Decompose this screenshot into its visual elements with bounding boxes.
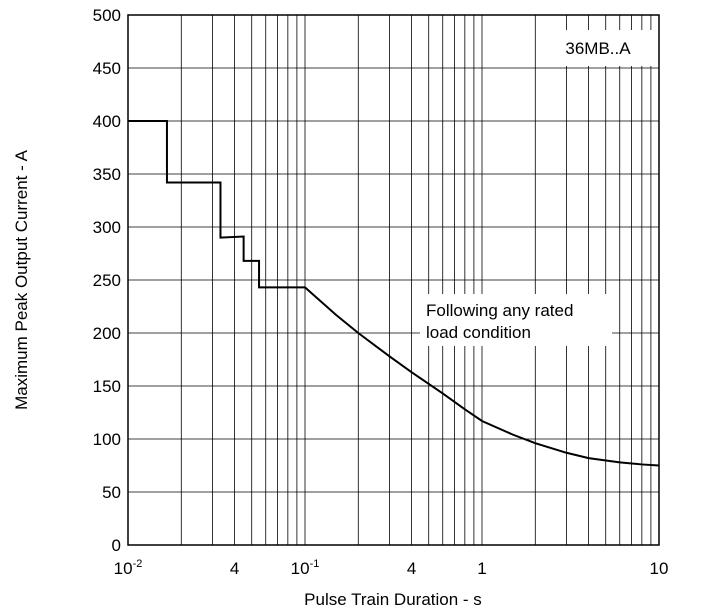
y-tick-label: 50 <box>102 483 121 502</box>
y-tick-label: 100 <box>93 430 121 449</box>
y-tick-label: 450 <box>93 59 121 78</box>
y-tick-label: 0 <box>112 536 121 555</box>
x-tick-label: 4 <box>230 559 239 578</box>
y-tick-label: 400 <box>93 112 121 131</box>
y-tick-labels: 0 50 100 150 200 250 300 350 400 450 500 <box>93 6 121 555</box>
y-tick-label: 200 <box>93 324 121 343</box>
series-line <box>128 120 660 467</box>
condition-note-line-2: load condition <box>426 323 531 342</box>
y-tick-label: 500 <box>93 6 121 25</box>
y-tick-label: 150 <box>93 377 121 396</box>
y-tick-label: 350 <box>93 165 121 184</box>
plot-frame <box>127 14 660 546</box>
x-tick-label: 1 <box>477 559 486 578</box>
x-tick-label: 10-2 <box>114 558 143 578</box>
x-tick-label: 10-1 <box>291 558 320 578</box>
x-tick-labels: 10-2 4 10-1 4 1 10 <box>114 558 669 578</box>
model-label-box <box>548 30 652 66</box>
x-tick-label: 4 <box>407 559 416 578</box>
y-tick-label: 250 <box>93 271 121 290</box>
grid <box>128 15 659 545</box>
x-axis-title: Pulse Train Duration - s <box>304 590 482 609</box>
model-label: 36MB..A <box>565 39 631 58</box>
y-axis-title: Maximum Peak Output Current - A <box>12 149 31 409</box>
x-tick-label: 10 <box>650 559 669 578</box>
condition-note-box <box>420 294 612 346</box>
series-group <box>128 120 660 467</box>
condition-note-line-1: Following any rated <box>426 301 573 320</box>
y-tick-label: 300 <box>93 218 121 237</box>
